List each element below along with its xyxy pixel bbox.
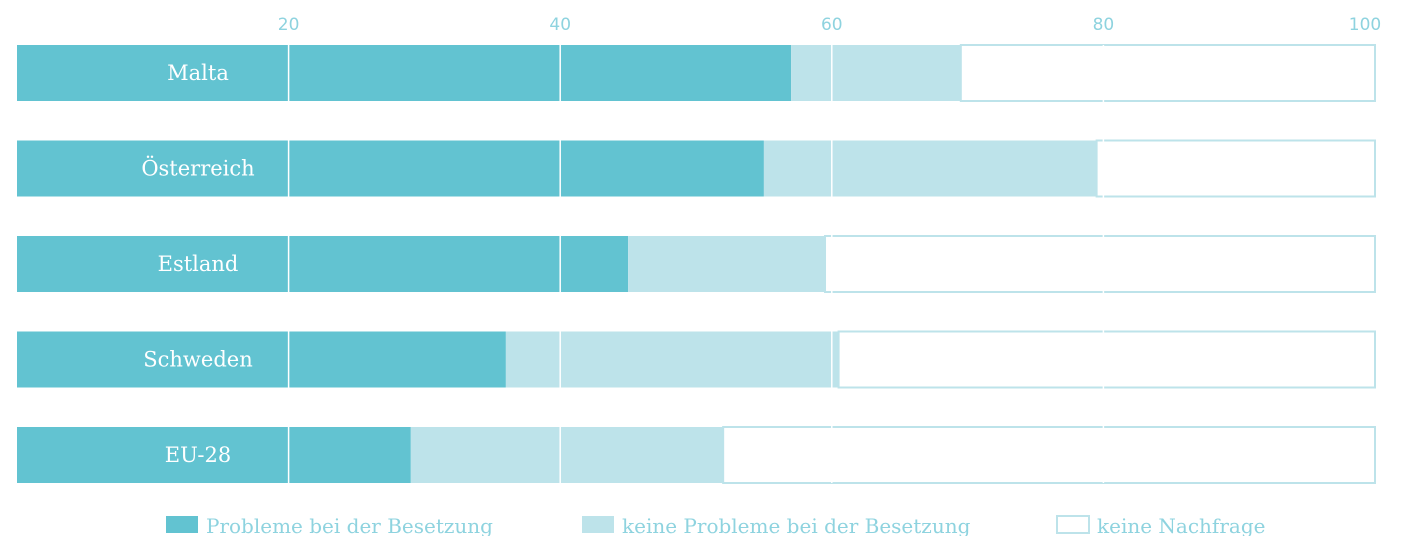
bar-segment-2 — [505, 331, 839, 388]
x-tick-label: 100 — [1349, 15, 1381, 35]
bar-segment-1 — [17, 45, 792, 101]
x-tick-label: 60 — [821, 15, 843, 35]
legend-swatch — [582, 516, 614, 533]
legend-label: keine Probleme bei der Besetzung — [622, 514, 971, 536]
bar-segment-2 — [791, 45, 961, 101]
category-label: Malta — [167, 61, 229, 85]
category-label: Schweden — [143, 348, 252, 372]
category-label: Estland — [158, 252, 239, 276]
bar-segment-3 — [837, 330, 1376, 389]
x-tick-label: 80 — [1093, 15, 1115, 35]
bar-segment-3 — [722, 426, 1376, 484]
bar-segment-2 — [628, 236, 826, 292]
x-tick-label: 40 — [549, 15, 571, 35]
bar-segment-3 — [824, 235, 1376, 293]
bar-segment-3 — [1095, 139, 1376, 198]
category-label: EU-28 — [165, 443, 231, 467]
bar-segment-1 — [17, 427, 411, 483]
bar-segment-1 — [17, 140, 764, 197]
legend-swatch — [166, 516, 198, 533]
legend-label: Probleme bei der Besetzung — [206, 514, 493, 536]
x-tick-label: 20 — [278, 15, 300, 35]
bar-segment-3 — [959, 44, 1376, 102]
bar-segment-1 — [17, 236, 629, 292]
legend-label: keine Nachfrage — [1097, 514, 1265, 536]
category-label: Österreich — [141, 156, 254, 181]
bar-segment-1 — [17, 331, 506, 388]
bar-segment-2 — [763, 140, 1097, 197]
bar-segment-2 — [410, 427, 724, 483]
legend-swatch — [1056, 515, 1090, 534]
